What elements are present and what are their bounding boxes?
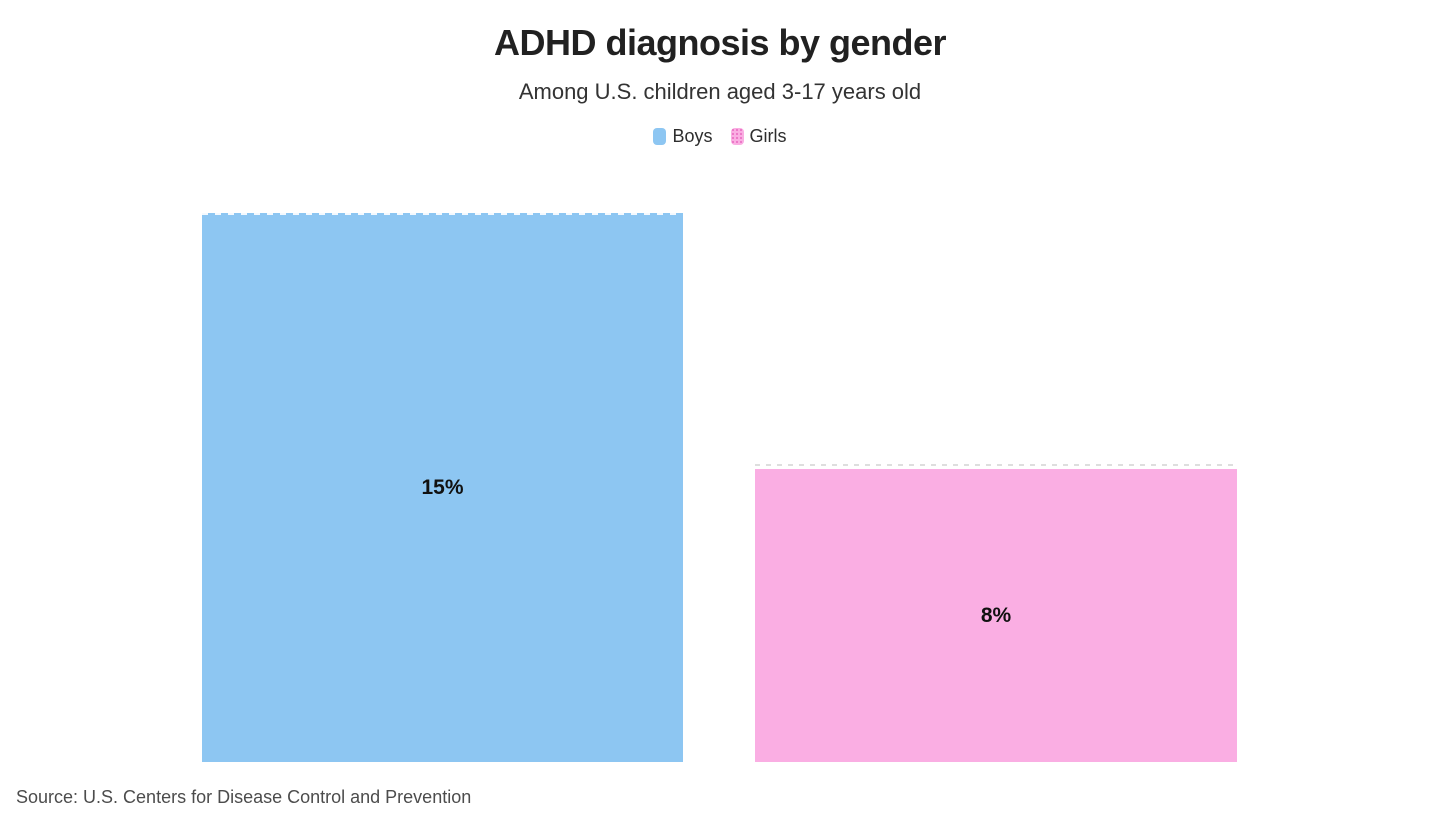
legend-label-boys: Boys bbox=[672, 126, 713, 146]
chart-title: ADHD diagnosis by gender bbox=[493, 22, 947, 63]
legend-label-girls: Girls bbox=[749, 126, 787, 146]
boys-swatch-icon bbox=[653, 128, 667, 145]
legend: Boys Girls bbox=[0, 126, 1440, 147]
bar-value-label-boys: 15% bbox=[421, 475, 464, 499]
chart-subtitle: Among U.S. children aged 3-17 years old bbox=[518, 79, 922, 104]
bar-girls: 8% bbox=[755, 464, 1237, 762]
bar-boys: 15% bbox=[202, 213, 683, 762]
source-attribution: Source: U.S. Centers for Disease Control… bbox=[16, 787, 472, 807]
bar-value-label-girls: 8% bbox=[980, 603, 1012, 627]
legend-item-girls: Girls bbox=[730, 126, 787, 147]
legend-item-boys: Boys bbox=[653, 126, 713, 147]
girls-swatch-icon bbox=[730, 128, 744, 145]
